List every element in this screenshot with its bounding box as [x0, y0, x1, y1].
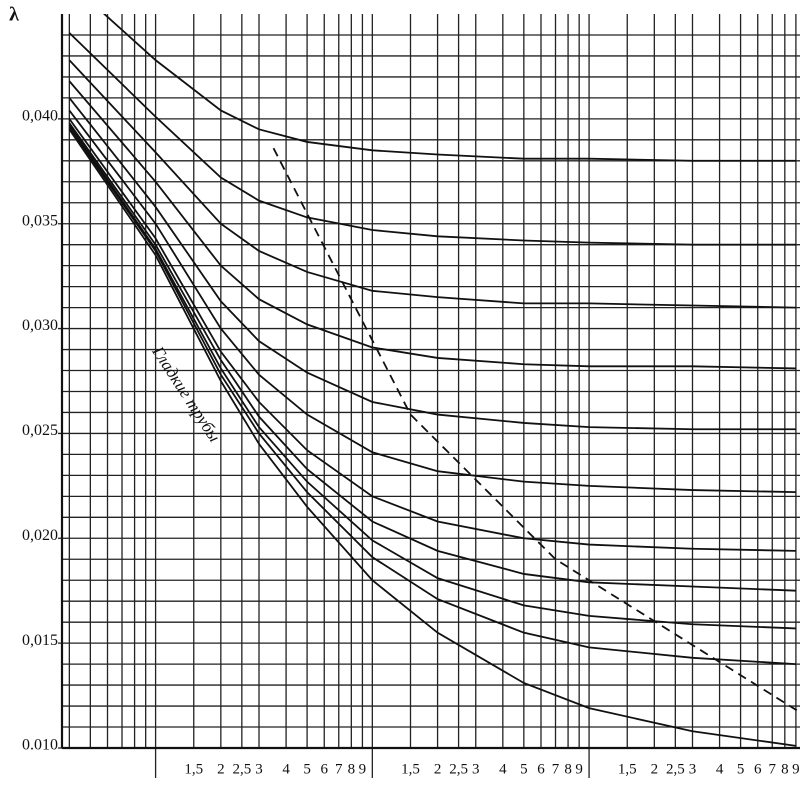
x-tick-label: 3 [689, 761, 697, 777]
y-tick-label: 0,025 [22, 422, 58, 439]
x-tick-label: 7 [552, 761, 560, 777]
x-tick-label: 6 [321, 761, 329, 777]
curve [68, 124, 796, 630]
x-tick-label: 4 [282, 761, 290, 777]
x-tick-label: 9 [792, 761, 800, 777]
x-tick-label: 8 [564, 761, 572, 777]
curve [68, 32, 796, 246]
y-tick-label: 0,040 [22, 108, 58, 125]
x-tick-label: 5 [520, 761, 528, 777]
x-tick-label: 2 [217, 761, 225, 777]
y-tick-label: 0.010 [22, 737, 58, 754]
curve [68, 109, 796, 494]
x-tick-label: 6 [754, 761, 762, 777]
x-tick-label: 3 [472, 761, 480, 777]
curve [68, 126, 796, 666]
x-tick-label: 1,5 [401, 761, 420, 777]
x-tick-label: 5 [303, 761, 311, 777]
x-tick-label: 7 [335, 761, 343, 777]
x-tick-label: 1,5 [184, 761, 203, 777]
curve [102, 14, 796, 162]
y-axis-title: λ [9, 4, 19, 26]
x-tick-label: 9 [359, 761, 367, 777]
x-tick-label: 5 [737, 761, 745, 777]
curve [68, 59, 796, 309]
y-tick-label: 0,015 [22, 632, 58, 649]
x-tick-label: 4 [716, 761, 724, 777]
x-tick-label: 2 [651, 761, 659, 777]
curve [68, 80, 796, 370]
x-tick-label: 4 [499, 761, 507, 777]
x-tick-label: 2,5 [232, 761, 251, 777]
x-tick-label: 2 [434, 761, 442, 777]
x-tick-label: 2,5 [449, 761, 468, 777]
x-tick-label: 1,5 [618, 761, 637, 777]
x-tick-label: 9 [575, 761, 583, 777]
x-tick-label: 8 [348, 761, 356, 777]
y-tick-label: 0,030 [22, 317, 58, 334]
y-tick-label: 0,035 [22, 212, 58, 229]
curves [68, 14, 800, 747]
curve [68, 118, 796, 552]
curve [68, 128, 797, 747]
x-tick-label: 2,5 [666, 761, 685, 777]
y-tick-label: 0,020 [22, 527, 58, 544]
x-tick-label: 7 [769, 761, 777, 777]
curve [68, 122, 796, 592]
boundary-line [272, 147, 800, 714]
curve [68, 97, 796, 431]
x-tick-label: 3 [255, 761, 263, 777]
x-tick-label: 8 [781, 761, 789, 777]
x-tick-label: 6 [537, 761, 545, 777]
